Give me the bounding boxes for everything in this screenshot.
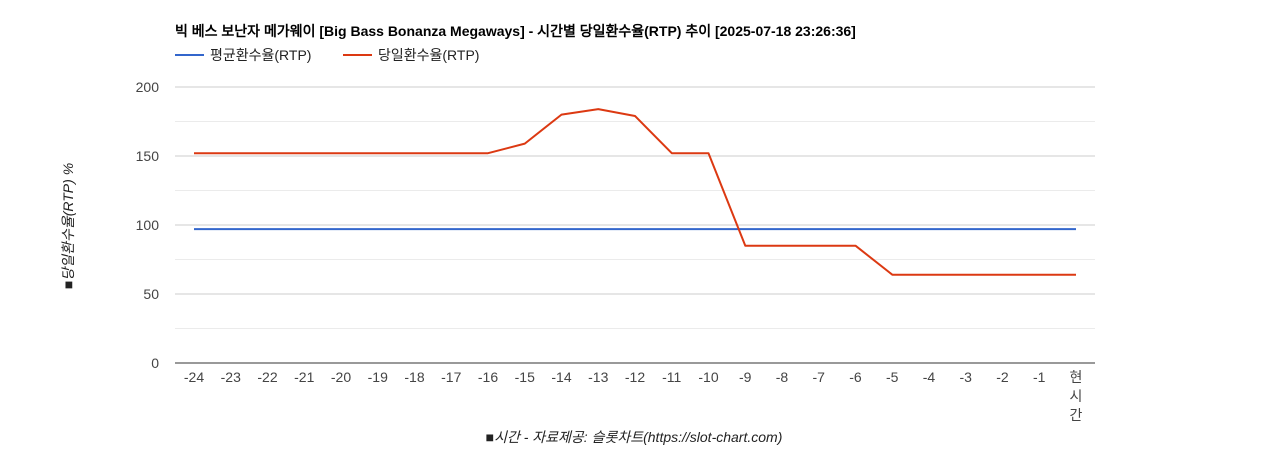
- legend: 평균환수율(RTP) 당일환수율(RTP): [175, 47, 479, 63]
- series-lines: [194, 108, 1076, 276]
- y-axis-ticks: 0 50 100 150 200: [136, 79, 160, 371]
- y-axis-title: ■당일환수율(RTP) %: [60, 163, 76, 289]
- x-tick-label: -1: [1033, 369, 1046, 385]
- y-tick-label: 200: [136, 79, 160, 95]
- x-tick-label: -22: [257, 369, 277, 385]
- x-tick-label: -14: [551, 369, 571, 385]
- x-tick-label: -17: [441, 369, 461, 385]
- x-tick-label: -24: [184, 369, 204, 385]
- y-tick-label: 0: [151, 355, 159, 371]
- x-tick-label: -23: [221, 369, 241, 385]
- y-tick-label: 100: [136, 217, 160, 233]
- x-tick-label: -5: [886, 369, 899, 385]
- x-tick-label: -19: [368, 369, 388, 385]
- series-line-daily-rtp: [194, 108, 1076, 276]
- legend-label-average: 평균환수율(RTP): [210, 47, 311, 63]
- x-tick-label: -2: [996, 369, 1009, 385]
- y-tick-label: 50: [143, 286, 159, 302]
- x-tick-label: -20: [331, 369, 351, 385]
- x-tick-label: -18: [404, 369, 424, 385]
- legend-label-daily: 당일환수율(RTP): [378, 47, 479, 63]
- x-tick-label: -6: [849, 369, 862, 385]
- x-tick-label: -8: [776, 369, 789, 385]
- x-tick-label: -21: [294, 369, 314, 385]
- x-tick-label: -15: [515, 369, 535, 385]
- x-axis-ticks: -24 -23 -22 -21 -20 -19 -18 -17 -16 -15 -14 -13 -12 -…: [184, 369, 1083, 423]
- x-tick-label: -13: [588, 369, 608, 385]
- x-tick-label: -4: [923, 369, 936, 385]
- chart-title: 빅 베스 보난자 메가웨이 [Big Bass Bonanza Megaways…: [175, 23, 856, 39]
- x-tick-label: -10: [698, 369, 718, 385]
- x-tick-label: -3: [960, 369, 973, 385]
- gridlines: [175, 86, 1095, 329]
- x-tick-label: -16: [478, 369, 498, 385]
- x-tick-label: -9: [739, 369, 752, 385]
- x-tick-label: -11: [662, 369, 681, 385]
- x-tick-label: -7: [813, 369, 826, 385]
- x-axis-title: ■시간 - 자료제공: 슬롯차트(https://slot-chart.com): [486, 429, 783, 445]
- x-tick-label: -12: [625, 369, 645, 385]
- y-tick-label: 150: [136, 148, 160, 164]
